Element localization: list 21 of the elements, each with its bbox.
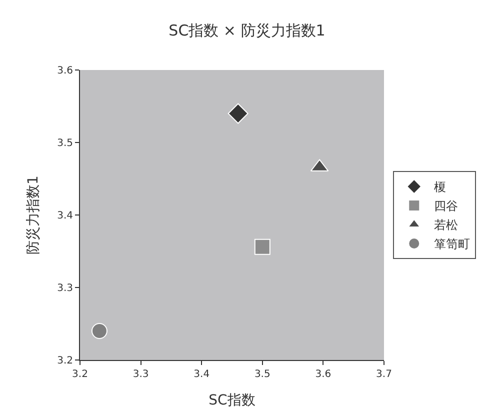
y-axis-title: 防災力指数1 bbox=[26, 176, 42, 254]
point bbox=[254, 238, 270, 255]
x-tick-label: 3.2 bbox=[72, 369, 88, 380]
x-tick-label: 3.6 bbox=[315, 369, 332, 380]
y-tick-label: 3.2 bbox=[57, 356, 73, 366]
legend-label: 箪笥町 bbox=[434, 237, 470, 252]
legend-label: 若松 bbox=[434, 218, 458, 232]
legend-label: 榎 bbox=[434, 180, 446, 194]
y-tick-label: 3.5 bbox=[57, 138, 73, 149]
point bbox=[228, 103, 248, 124]
y-tick-label: 3.3 bbox=[57, 283, 73, 294]
y-tick-label: 3.4 bbox=[57, 210, 73, 222]
x-axis-title: SC指数 bbox=[208, 392, 256, 408]
y-tick-label: 3.6 bbox=[57, 66, 73, 76]
chart-title: SC指数 × 防災力指数1 bbox=[168, 22, 326, 40]
legend-label: 四谷 bbox=[434, 199, 458, 214]
point bbox=[91, 323, 108, 339]
x-tick-label: 3.4 bbox=[194, 369, 210, 380]
x-tick-label: 3.3 bbox=[132, 369, 149, 380]
x-tick-label: 3.7 bbox=[376, 369, 392, 380]
x-tick-label: 3.5 bbox=[254, 369, 270, 380]
